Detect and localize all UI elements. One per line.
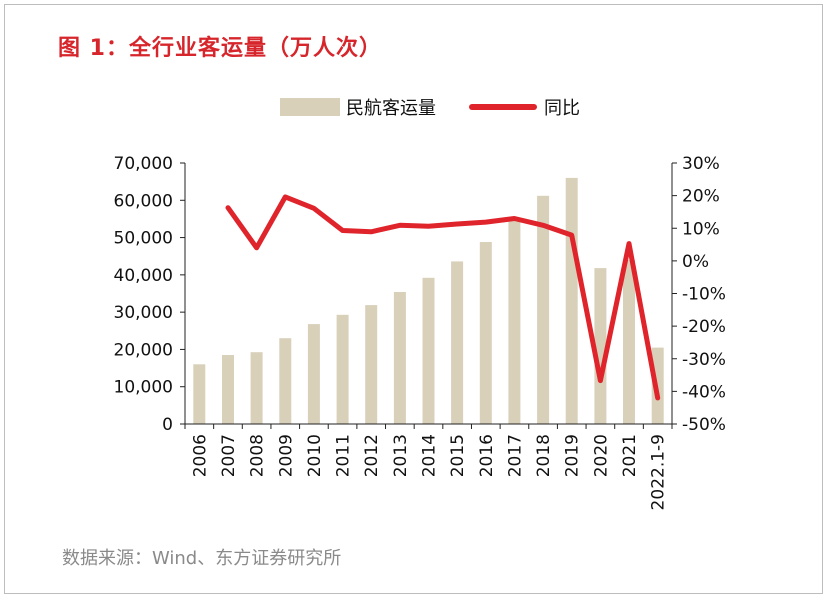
line-point-2012	[370, 231, 372, 233]
tick-labels: 0 10,000 20,000 30,000 40,000 50,000 60,000 70,…	[114, 154, 726, 510]
line-point-2013	[399, 224, 401, 226]
chart-title: 图 1：全行业客运量（万人次）	[58, 36, 382, 61]
y-right-tick-label: 30%	[682, 154, 720, 174]
line-point-2007	[227, 207, 229, 209]
bar-2016	[479, 242, 492, 424]
bar-2018	[537, 195, 550, 424]
line-point-2018	[542, 224, 544, 226]
y-left-tick-label: 70,000	[114, 154, 173, 174]
y-left-tick-label: 50,000	[114, 229, 173, 249]
x-tick-label: 2019	[563, 434, 583, 477]
x-tick-label: 2014	[420, 434, 440, 477]
x-tick-label: 2017	[505, 434, 525, 477]
legend-label-bar: 民航客运量	[346, 98, 436, 119]
y-left-tick-label: 0	[162, 415, 173, 435]
line-point-2022.1-9	[657, 397, 659, 399]
y-left-tick-label: 60,000	[114, 191, 173, 211]
line-series	[225, 194, 661, 401]
y-right-tick-label: 10%	[682, 219, 720, 239]
y-right-tick-label: 20%	[682, 187, 720, 207]
x-tick-label: 2008	[248, 434, 268, 477]
bar-2006	[193, 364, 206, 424]
y-right-tick-label: 0%	[682, 252, 709, 272]
x-tick-label: 2010	[305, 434, 325, 477]
line-point-2009	[284, 196, 286, 198]
x-tick-label: 2020	[591, 434, 611, 477]
bar-2021	[623, 259, 635, 424]
y-right-tick-label: -20%	[682, 317, 726, 337]
axes	[180, 162, 677, 429]
legend-label-line: 同比	[544, 98, 580, 119]
legend: 民航客运量 同比	[280, 98, 580, 119]
y-right-tick-label: -30%	[682, 350, 726, 370]
line-point-2008	[256, 247, 258, 249]
line-point-2014	[428, 225, 429, 227]
line-point-2020	[599, 380, 601, 382]
y-left-tick-label: 40,000	[114, 266, 173, 286]
chart-frame	[4, 4, 823, 594]
x-tick-label: 2006	[190, 434, 210, 477]
x-tick-label: 2022.1-9	[649, 434, 669, 510]
y-left-tick-label: 20,000	[114, 340, 173, 360]
bar-2014	[422, 277, 435, 424]
x-tick-label: 2018	[534, 434, 554, 477]
bar-2007	[222, 355, 234, 424]
y-left-tick-label: 10,000	[114, 378, 173, 398]
x-tick-label: 2012	[362, 434, 382, 477]
x-tick-label: 2016	[477, 434, 497, 477]
y-right-tick-label: -40%	[682, 382, 726, 402]
line-point-2017	[513, 218, 515, 219]
line-point-2010	[313, 207, 315, 209]
bar-2013	[393, 292, 406, 424]
source-note: 数据来源：Wind、东方证券研究所	[62, 548, 342, 569]
y-right-tick-label: -10%	[682, 285, 726, 305]
bar-2009	[279, 338, 292, 424]
line-yoy	[225, 194, 661, 401]
bar-series	[193, 177, 664, 424]
x-tick-label: 2013	[391, 434, 411, 477]
bar-2012	[365, 305, 378, 424]
line-point-2021	[628, 243, 630, 245]
legend-swatch-bar	[280, 98, 340, 116]
bar-2015	[451, 261, 464, 424]
y-left-tick-label: 30,000	[114, 303, 173, 323]
bar-2008	[250, 352, 263, 424]
x-tick-label: 2009	[276, 434, 296, 477]
line-point-2019	[571, 234, 573, 236]
x-tick-label: 2015	[448, 434, 468, 477]
line-point-2016	[485, 221, 487, 223]
line-point-2011	[342, 230, 344, 231]
x-tick-label: 2007	[219, 434, 239, 477]
x-tick-label: 2021	[620, 434, 640, 477]
y-right-tick-label: -50%	[682, 415, 726, 435]
x-tick-label: 2011	[334, 434, 354, 477]
bar-2010	[307, 324, 320, 424]
bar-2011	[336, 314, 349, 424]
bar-2017	[508, 218, 521, 424]
bar-2020	[594, 268, 607, 424]
line-point-2015	[456, 223, 458, 225]
bar-2019	[565, 177, 578, 424]
